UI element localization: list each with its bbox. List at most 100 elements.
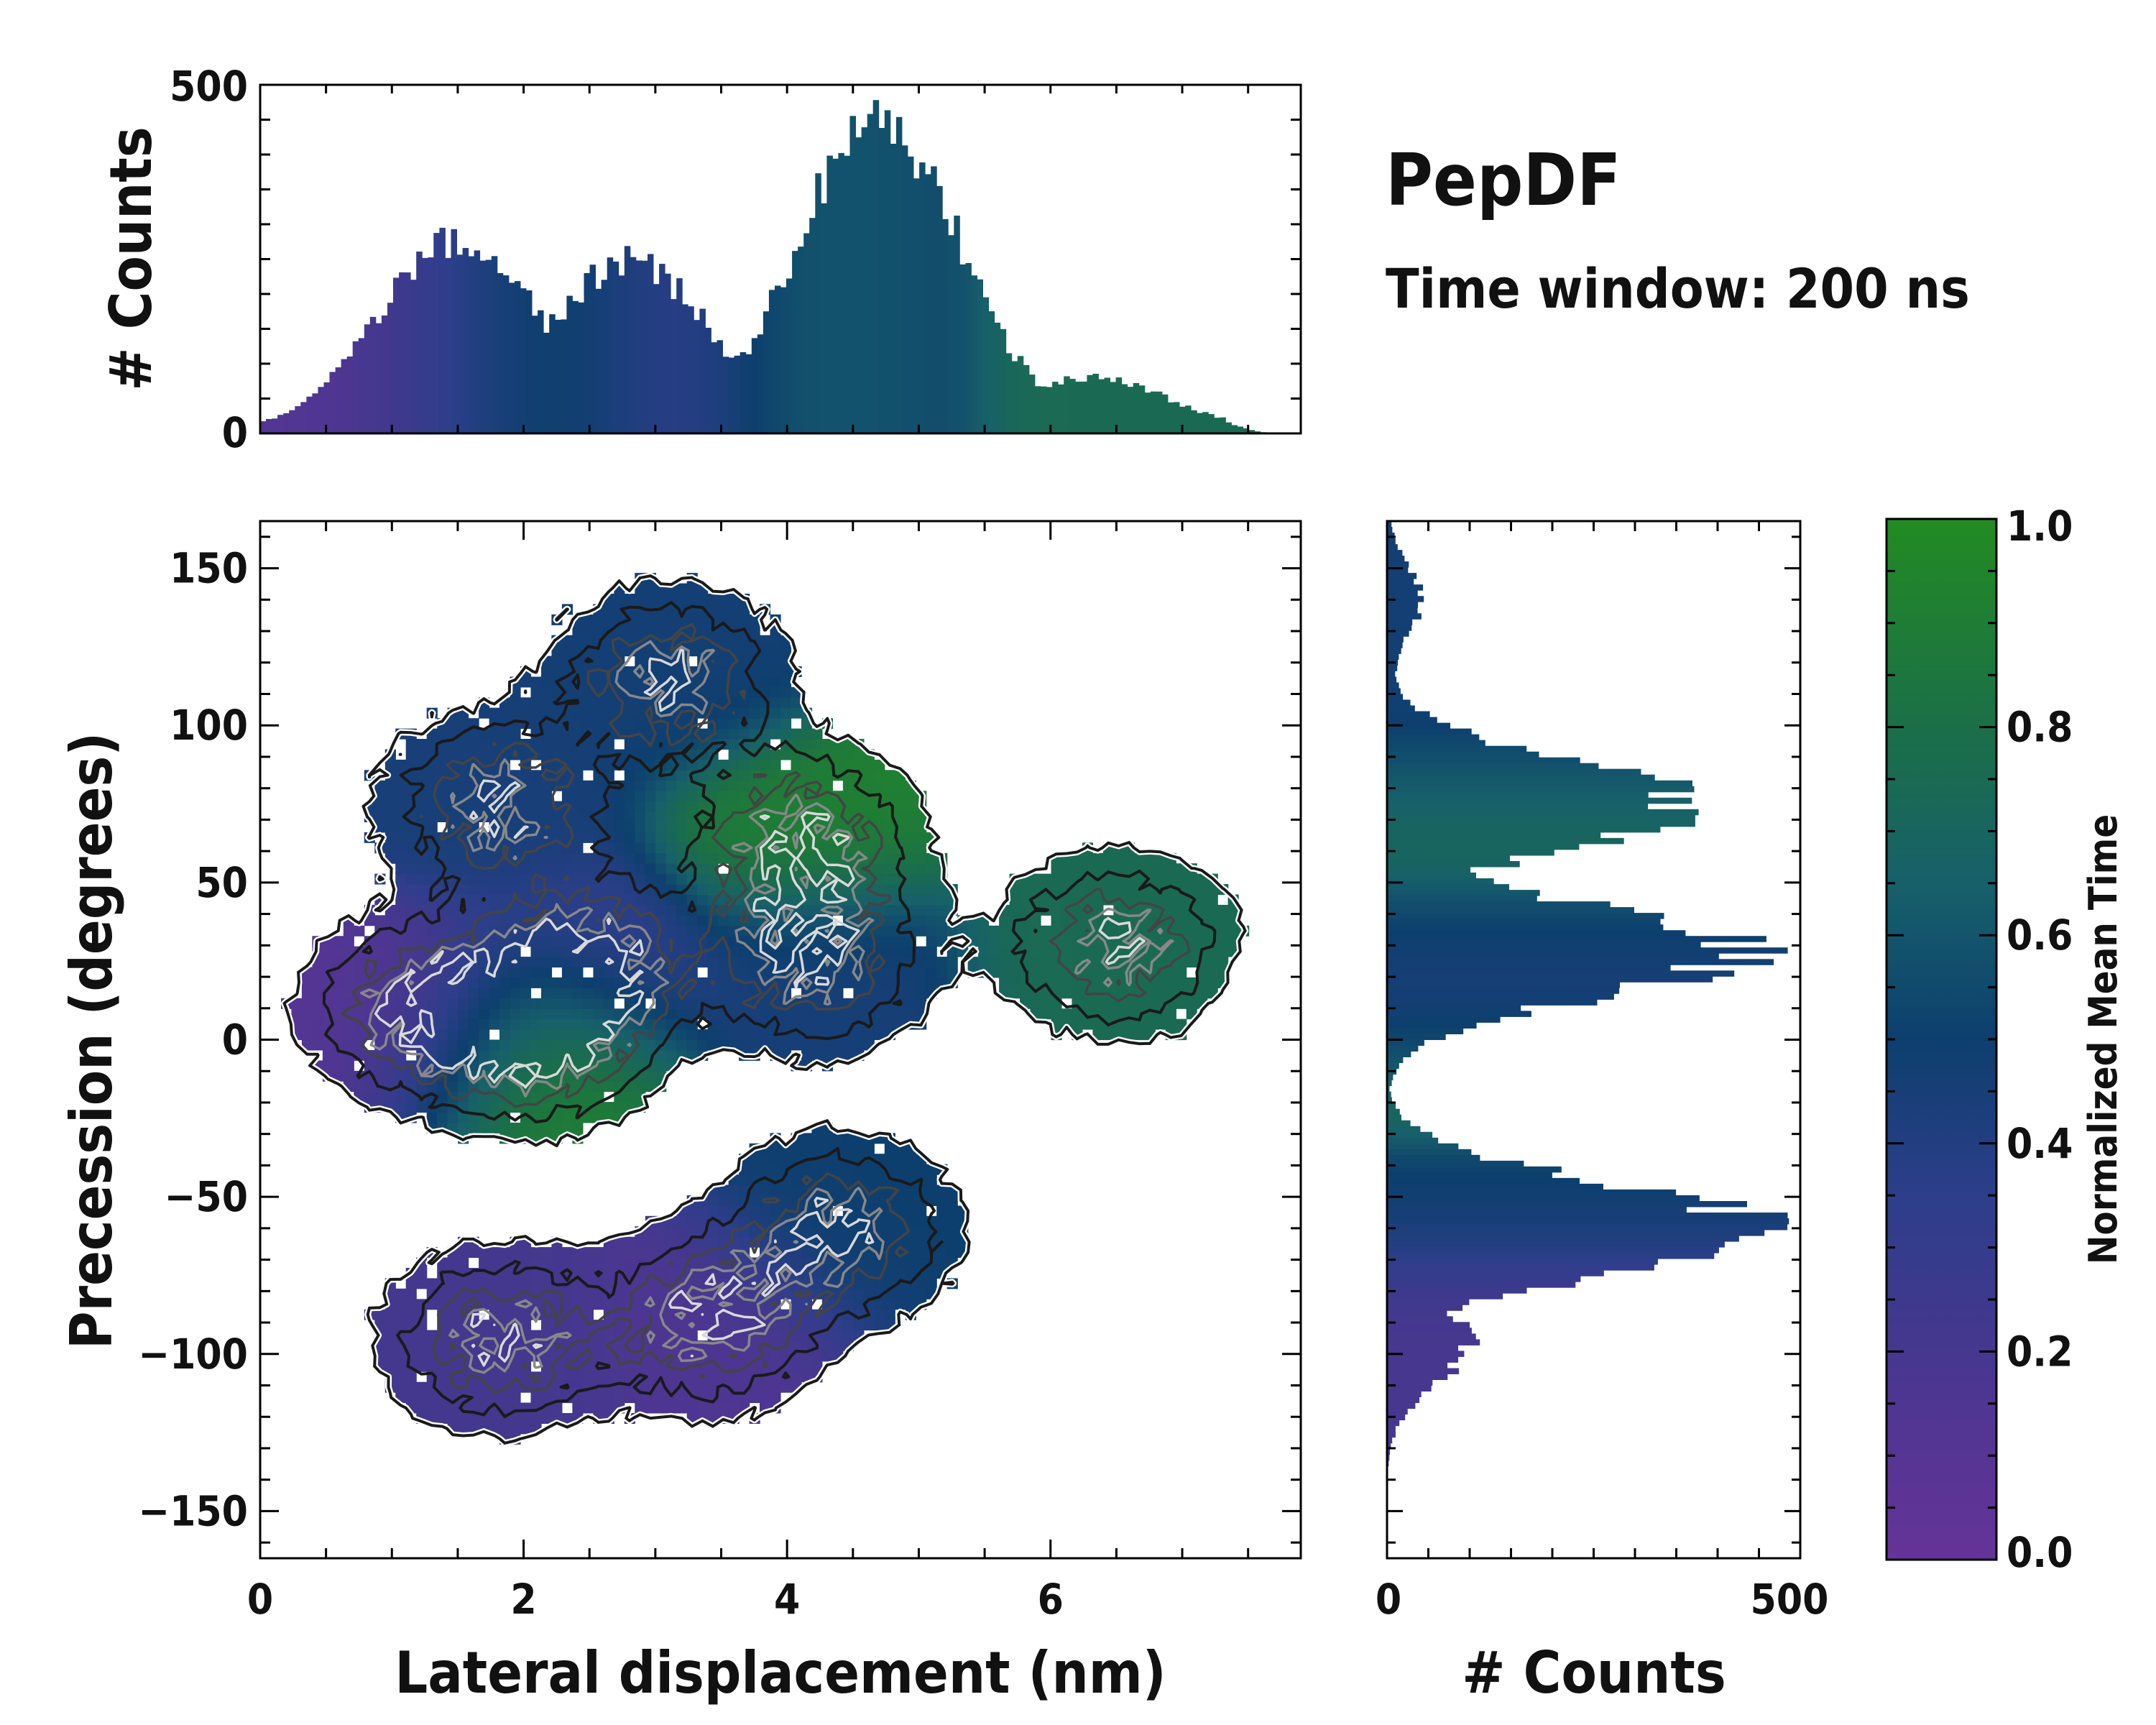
heatmap-cell (541, 977, 553, 988)
heatmap-cell (479, 998, 490, 1009)
heatmap-cell (551, 656, 563, 667)
heatmap-cell (760, 635, 771, 646)
heatmap-cell (842, 1299, 854, 1310)
right-histogram-bar (1387, 1270, 1604, 1276)
top-histogram-bar (393, 277, 400, 433)
heatmap-cell (343, 967, 354, 978)
heatmap-cell (395, 894, 407, 906)
heatmap-cell (697, 852, 709, 864)
heatmap-cell (416, 998, 428, 1009)
heatmap-cell (728, 759, 740, 770)
heatmap-cell (655, 1060, 667, 1072)
top-histogram-bar (364, 324, 371, 433)
heatmap-cell (561, 967, 573, 978)
heatmap-cell (821, 1133, 833, 1144)
heatmap-cell (374, 936, 386, 947)
heatmap-cell (1113, 988, 1125, 999)
heatmap-cell (728, 676, 740, 688)
heatmap-cell (999, 977, 1010, 988)
heatmap-cell (312, 1008, 323, 1020)
heatmap-cell (635, 1081, 646, 1092)
heatmap-cell (447, 925, 459, 937)
heatmap-cell (1030, 957, 1041, 968)
heatmap-cell (510, 977, 521, 988)
top-histogram-bar (901, 145, 908, 433)
heatmap-cell (489, 884, 500, 895)
heatmap-cell (530, 811, 542, 822)
heatmap-cell (489, 707, 500, 719)
heatmap-cell (780, 718, 792, 730)
top-histogram-bar (775, 285, 781, 433)
heatmap-cell (343, 1018, 354, 1030)
heatmap-cell (603, 967, 614, 978)
right-histogram-bar (1387, 843, 1580, 850)
heatmap-cell (530, 697, 542, 709)
heatmap-cell (384, 1320, 396, 1331)
top-histogram-ticks (259, 83, 1301, 435)
top-histogram-bar (375, 323, 382, 433)
heatmap-cell (384, 801, 396, 812)
heatmap-cell (697, 1320, 709, 1331)
heatmap-cell (541, 1039, 553, 1051)
heatmap-cell (1041, 925, 1052, 937)
heatmap-cell (645, 977, 656, 988)
heatmap-cell (811, 1351, 823, 1362)
top-histogram-bar (451, 229, 457, 433)
heatmap-cell (842, 1039, 854, 1051)
heatmap-cell (1186, 998, 1197, 1009)
heatmap-cell (635, 739, 646, 750)
heatmap-cell (884, 915, 895, 926)
heatmap-cell (593, 946, 604, 957)
top-histogram-bar (694, 320, 700, 433)
heatmap-cell (437, 998, 448, 1009)
heatmap-cell (624, 1236, 635, 1248)
top-histogram-bar (346, 356, 354, 433)
heatmap-cell (541, 739, 553, 750)
heatmap-cell (405, 1381, 417, 1393)
heatmap-cell (728, 780, 740, 791)
heatmap-cell (791, 1008, 802, 1020)
heatmap-cell (551, 811, 563, 822)
heatmap-cell (582, 1247, 594, 1259)
heatmap-cell (437, 988, 448, 999)
heatmap-cell (770, 1351, 781, 1362)
top-histogram-bar (399, 272, 405, 433)
heatmap-cell (946, 957, 958, 968)
heatmap-cell (520, 1070, 532, 1082)
heatmap-cell (499, 884, 511, 895)
heatmap-cell (561, 1029, 573, 1041)
heatmap-cell (874, 1195, 885, 1206)
heatmap-cell (707, 873, 719, 885)
heatmap-cell (1165, 946, 1176, 957)
colorbar-label: Normalized Mean Time (2081, 814, 2126, 1265)
top-histogram-bar (468, 256, 475, 433)
heatmap-cell (686, 791, 698, 802)
heatmap-cell (905, 1288, 916, 1300)
heatmap-cell (510, 1392, 521, 1404)
right-histogram-bar (1387, 1276, 1581, 1282)
heatmap-cell (1144, 1018, 1156, 1030)
heatmap-cell (655, 728, 667, 740)
heatmap-cell (853, 1029, 865, 1041)
top-histogram-bar (1046, 387, 1053, 433)
heatmap-cell (395, 936, 407, 947)
right-histogram-bar (1387, 774, 1655, 781)
heatmap-cell (635, 852, 646, 864)
heatmap-cell (603, 614, 614, 625)
heatmap-cell (770, 645, 781, 657)
heatmap-cell (1227, 925, 1239, 937)
heatmap-cell (916, 957, 927, 968)
heatmap-cell (489, 873, 500, 885)
heatmap-cell (978, 925, 990, 937)
heatmap-cell (718, 1018, 729, 1030)
heatmap-cell (916, 884, 927, 895)
heatmap-cell (551, 998, 563, 1009)
heatmap-cell (770, 1143, 781, 1154)
heatmap-cell (655, 1236, 667, 1248)
heatmap-cell (739, 1039, 750, 1051)
top-histogram-bar (1098, 379, 1105, 433)
heatmap-cell (551, 1247, 563, 1259)
heatmap-cell (842, 791, 854, 802)
heatmap-cell (1197, 884, 1208, 895)
heatmap-cell (697, 1205, 709, 1217)
